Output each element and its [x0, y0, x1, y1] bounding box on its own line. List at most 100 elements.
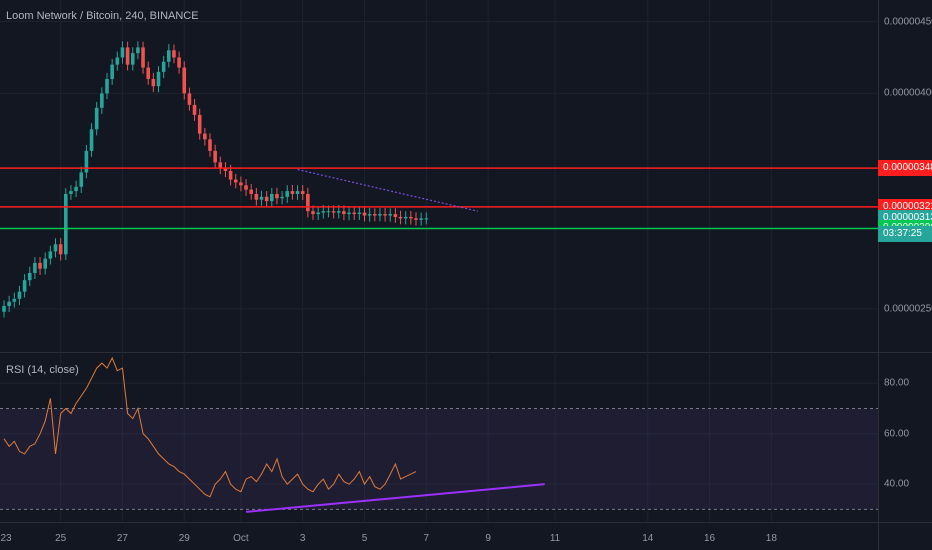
candle-body: [249, 189, 253, 194]
candle-body: [213, 150, 217, 163]
candle-body: [424, 218, 429, 220]
price-tick-label: 0.00000400: [884, 87, 932, 99]
date-label-25: 25: [55, 533, 67, 544]
candle-body: [79, 172, 84, 187]
candle-body: [218, 162, 223, 169]
candle-body: [290, 191, 295, 194]
candle-body: [300, 191, 305, 194]
candle-body: [362, 212, 367, 216]
candle-body: [151, 79, 156, 87]
candle-body: [239, 182, 243, 186]
candle-body: [311, 211, 315, 215]
price-tick-label: 0.00000450: [884, 16, 932, 28]
candle-body: [208, 139, 212, 151]
candle-body: [275, 193, 279, 199]
candle-body: [100, 93, 104, 108]
candle-body: [254, 193, 259, 200]
candle-body: [69, 191, 73, 194]
candle-body: [393, 214, 398, 217]
candle-body: [172, 50, 176, 58]
candle-body: [321, 211, 326, 213]
candle-body: [373, 214, 377, 216]
candle-body: [22, 280, 27, 292]
candle-body: [403, 216, 408, 219]
price-tag-0.00000348: 0.00000348: [878, 160, 932, 177]
date-label-18: 18: [765, 533, 777, 544]
date-label-23: 23: [0, 533, 12, 544]
candle-body: [146, 67, 150, 80]
price-tick-label: 0.00000250: [884, 303, 932, 315]
candle-body: [378, 214, 382, 216]
candle-body: [259, 196, 264, 200]
candle-body: [295, 191, 300, 194]
candle-body: [84, 150, 89, 173]
candle-body: [383, 214, 387, 216]
date-label-3: 3: [299, 533, 306, 544]
rsi-tick-label: 40.00: [884, 478, 910, 490]
candle-body: [17, 291, 22, 299]
candle-body: [43, 258, 47, 269]
rsi-line: [3, 356, 417, 498]
candle-body: [244, 185, 248, 190]
candle-body: [33, 262, 37, 273]
date-label-11: 11: [549, 533, 561, 544]
candle-body: [105, 79, 109, 94]
candle-body: [357, 212, 362, 215]
candle-body: [398, 216, 403, 219]
candle-body: [2, 306, 6, 312]
rsi-tick-label: 60.00: [884, 428, 910, 440]
candle-body: [167, 50, 171, 62]
date-label-5: 5: [361, 533, 368, 544]
candle-body: [130, 53, 135, 65]
rsi-title: RSI (14, close): [6, 364, 79, 376]
chart-title: Loom Network / Bitcoin, 240, BINANCE: [6, 10, 199, 22]
candle-body: [115, 57, 120, 65]
candle-body: [233, 179, 238, 183]
candle-body: [316, 212, 320, 215]
candle-body: [367, 214, 372, 216]
rsi-tick-label: 80.00: [884, 377, 910, 389]
candle-body: [64, 193, 68, 255]
candle-body: [270, 193, 274, 202]
descending-trendline: [297, 168, 478, 212]
candle-body: [223, 168, 228, 171]
candle-body: [110, 64, 114, 80]
candle-body: [228, 170, 233, 180]
candle-body: [264, 196, 269, 202]
candle-body: [409, 216, 413, 219]
candle-body: [120, 47, 125, 58]
candle-body: [89, 129, 94, 151]
rsi-band: [0, 408, 878, 510]
candle-body: [306, 193, 310, 212]
date-label-7: 7: [423, 533, 430, 544]
rsi-trendline: [245, 483, 545, 513]
candle-body: [285, 191, 290, 197]
candle-body: [27, 272, 32, 281]
candle-body: [7, 301, 11, 307]
candle-body: [192, 104, 197, 115]
candle-body: [352, 212, 356, 215]
candle-body: [342, 211, 346, 215]
candle-body: [182, 67, 187, 94]
countdown-tag: 03:37:25: [878, 226, 932, 243]
candle-body: [419, 218, 423, 220]
candle-body: [177, 57, 181, 68]
candle-body: [331, 211, 336, 213]
date-label-27: 27: [116, 533, 128, 544]
candle-body: [280, 196, 284, 199]
candle-body: [53, 244, 58, 252]
candle-body: [388, 214, 393, 216]
candle-body: [156, 71, 161, 87]
date-label-14: 14: [642, 533, 654, 544]
candle-body: [347, 212, 351, 215]
date-label-9: 9: [485, 533, 491, 544]
candle-body: [326, 211, 331, 213]
candle-body: [414, 218, 418, 220]
candle-body: [336, 211, 341, 213]
candle-body: [38, 262, 42, 269]
candle-body: [197, 114, 202, 134]
date-label-16: 16: [703, 533, 716, 544]
candle-body: [187, 93, 192, 105]
candle-body: [48, 251, 53, 259]
